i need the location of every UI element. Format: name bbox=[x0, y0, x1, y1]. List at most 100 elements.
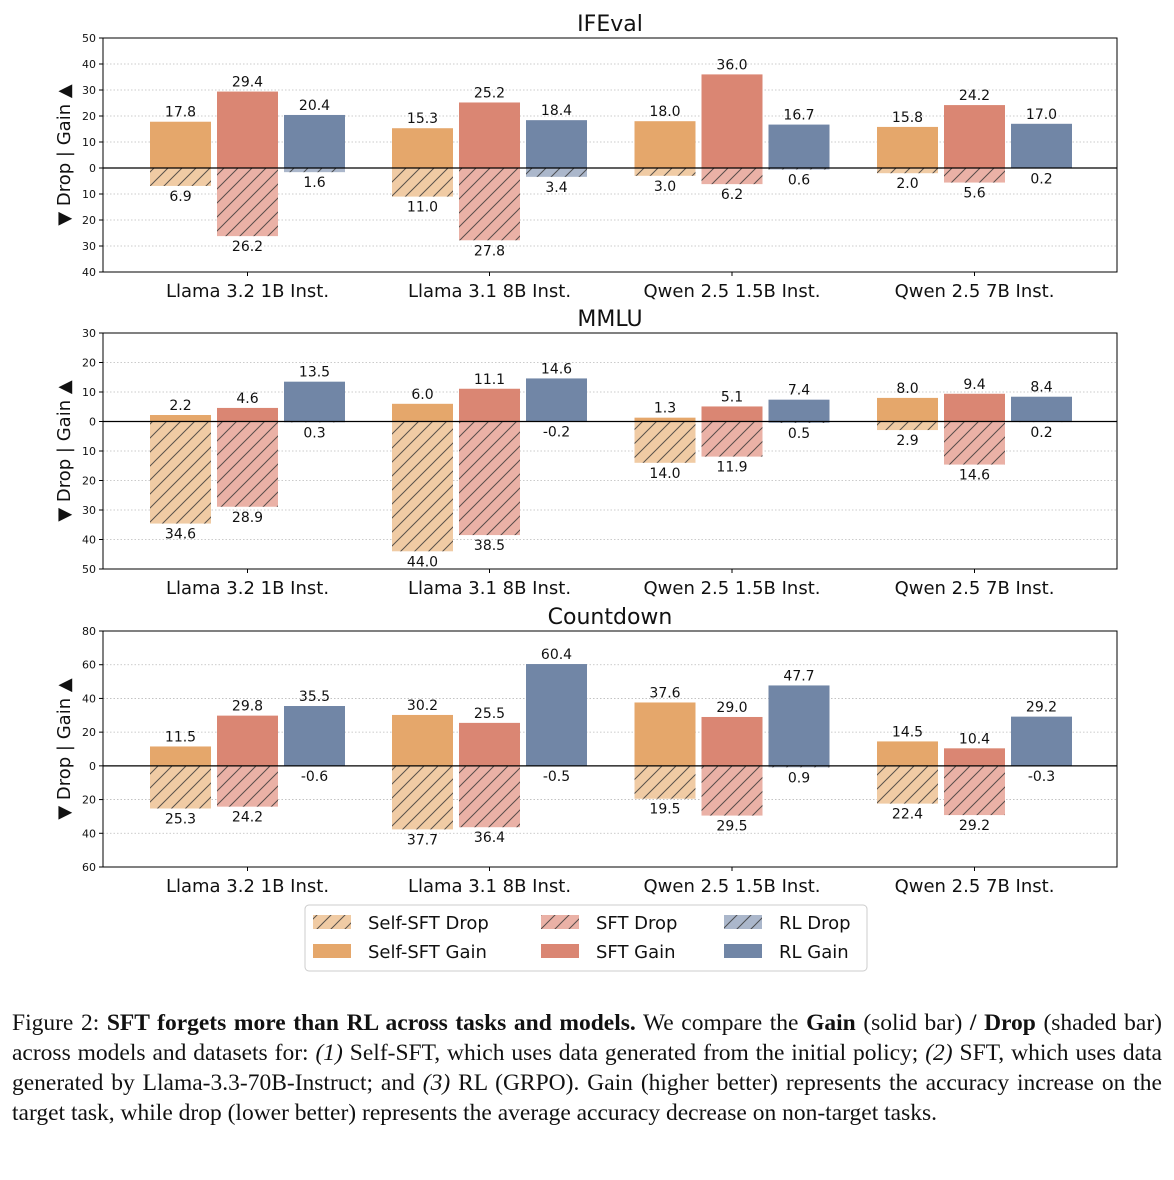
caption-text: RL (GRPO). Gain (higher better) represen… bbox=[12, 1070, 1162, 1126]
selfsft-drop-label: 44.0 bbox=[407, 554, 438, 570]
rl-drop-hatch bbox=[526, 168, 587, 177]
x-tick-label: Llama 3.2 1B Inst. bbox=[166, 578, 329, 599]
sft-drop-label: 27.8 bbox=[474, 243, 505, 259]
selfsft-gain-bar bbox=[392, 403, 453, 422]
x-tick-label: Llama 3.1 8B Inst. bbox=[408, 876, 571, 897]
sft-gain-bar bbox=[217, 91, 278, 168]
sft-drop-hatch bbox=[701, 168, 763, 185]
rl-drop-label: -0.5 bbox=[543, 769, 570, 785]
sft-drop-label: 5.6 bbox=[963, 186, 985, 202]
rl-drop-label: 0.2 bbox=[1030, 425, 1052, 441]
sft-gain-bar bbox=[459, 722, 520, 766]
caption-slash: / bbox=[969, 1010, 977, 1036]
caption-gain: Gain bbox=[806, 1010, 856, 1036]
rl-drop-hatch bbox=[284, 168, 345, 173]
caption-i2: (2) bbox=[925, 1040, 953, 1066]
panel-title: MMLU bbox=[577, 307, 642, 332]
selfsft-drop-label: 6.9 bbox=[169, 189, 191, 205]
selfsft-gain-label: 18.0 bbox=[649, 104, 680, 120]
y-tick-label: 50 bbox=[82, 32, 96, 45]
y-tick-label: 10 bbox=[82, 188, 96, 201]
legend-hatch-self-sft-drop bbox=[313, 915, 351, 929]
caption-text: (shaded bar) across models and datasets … bbox=[12, 1010, 1162, 1066]
y-tick-label: 30 bbox=[82, 504, 96, 517]
rl-drop-hatch bbox=[768, 168, 830, 170]
sft-drop-hatch bbox=[459, 168, 520, 241]
selfsft-gain-bar bbox=[150, 746, 211, 766]
sft-drop-label: 29.2 bbox=[959, 818, 990, 834]
selfsft-gain-bar bbox=[392, 714, 453, 766]
rl-gain-bar bbox=[284, 114, 345, 168]
legend-label-rl-gain: RL Gain bbox=[779, 942, 849, 963]
x-tick-label: Qwen 2.5 1.5B Inst. bbox=[643, 876, 820, 897]
sft-drop-hatch bbox=[217, 765, 278, 807]
sft-drop-hatch bbox=[217, 421, 278, 507]
rl-drop-label: 0.6 bbox=[788, 173, 810, 189]
caption-title: SFT forgets more than RL across tasks an… bbox=[106, 1010, 636, 1036]
selfsft-drop-hatch bbox=[392, 421, 453, 552]
selfsft-drop-label: 11.0 bbox=[407, 200, 438, 216]
rl-gain-label: 17.0 bbox=[1026, 107, 1057, 123]
rl-drop-label: 0.2 bbox=[1030, 172, 1052, 188]
selfsft-drop-hatch bbox=[877, 168, 938, 174]
sft-gain-label: 5.1 bbox=[721, 389, 743, 405]
selfsft-gain-label: 8.0 bbox=[896, 381, 918, 397]
panel-title: IFEval bbox=[577, 12, 643, 37]
sft-gain-label: 11.1 bbox=[474, 372, 505, 388]
sft-drop-label: 11.9 bbox=[716, 460, 747, 476]
y-tick-label: 60 bbox=[82, 861, 96, 874]
x-tick-label: Llama 3.1 8B Inst. bbox=[408, 281, 571, 302]
sft-gain-label: 29.4 bbox=[232, 75, 263, 91]
sft-gain-bar bbox=[701, 406, 763, 422]
x-tick-label: Qwen 2.5 7B Inst. bbox=[895, 281, 1055, 302]
y-tick-label: 0 bbox=[89, 760, 96, 773]
sft-gain-label: 25.2 bbox=[474, 85, 505, 101]
legend-hatch-sft-drop bbox=[541, 915, 579, 929]
selfsft-gain-label: 14.5 bbox=[892, 724, 923, 740]
selfsft-gain-label: 1.3 bbox=[654, 401, 676, 417]
selfsft-gain-label: 15.3 bbox=[407, 111, 438, 127]
legend-label-sft-gain: SFT Gain bbox=[596, 942, 676, 963]
sft-drop-hatch bbox=[701, 765, 763, 816]
rl-gain-label: 13.5 bbox=[299, 365, 330, 381]
sft-gain-bar bbox=[944, 393, 1005, 422]
selfsft-drop-hatch bbox=[634, 765, 696, 799]
sft-drop-hatch bbox=[944, 168, 1005, 183]
y-tick-label: 20 bbox=[82, 794, 96, 807]
y-tick-label: 10 bbox=[82, 136, 96, 149]
y-axis-label: ▼ Drop | Gain ▲ bbox=[54, 84, 75, 225]
selfsft-drop-label: 14.0 bbox=[649, 466, 680, 482]
sft-gain-bar bbox=[459, 388, 520, 422]
selfsft-drop-label: 2.9 bbox=[896, 433, 918, 449]
sft-gain-bar bbox=[944, 105, 1005, 168]
y-tick-label: 40 bbox=[82, 692, 96, 705]
axes-frame bbox=[102, 332, 1118, 570]
selfsft-drop-label: 3.0 bbox=[654, 179, 676, 195]
rl-gain-bar bbox=[526, 378, 587, 422]
caption-i3: (3) bbox=[422, 1070, 451, 1096]
rl-drop-hatch bbox=[768, 765, 830, 768]
sft-drop-label: 6.2 bbox=[721, 187, 743, 203]
y-tick-label: 20 bbox=[82, 726, 96, 739]
rl-drop-label: 0.9 bbox=[788, 770, 810, 786]
sft-drop-label: 36.4 bbox=[474, 830, 505, 846]
legend-label-self-sft-gain: Self-SFT Gain bbox=[368, 942, 487, 963]
rl-drop-label: -0.2 bbox=[543, 425, 570, 441]
selfsft-drop-hatch bbox=[392, 765, 453, 830]
rl-gain-label: 8.4 bbox=[1030, 380, 1052, 396]
rl-gain-label: 29.2 bbox=[1026, 700, 1057, 716]
sft-gain-bar bbox=[701, 74, 763, 168]
sft-gain-label: 9.4 bbox=[963, 377, 985, 393]
selfsft-drop-hatch bbox=[634, 421, 696, 463]
rl-gain-bar bbox=[284, 381, 345, 422]
y-tick-label: 20 bbox=[82, 475, 96, 488]
rl-drop-label: -0.3 bbox=[1028, 769, 1055, 785]
legend: Self-SFT Drop Self-SFT Gain SFT Drop SFT Ga… bbox=[304, 904, 868, 972]
selfsft-gain-bar bbox=[150, 121, 211, 168]
sft-gain-label: 36.0 bbox=[716, 57, 747, 73]
selfsft-drop-hatch bbox=[634, 168, 696, 176]
x-tick-label: Qwen 2.5 7B Inst. bbox=[895, 578, 1055, 599]
selfsft-gain-bar bbox=[877, 741, 938, 766]
rl-gain-bar bbox=[284, 706, 345, 766]
rl-gain-bar bbox=[1011, 123, 1072, 168]
